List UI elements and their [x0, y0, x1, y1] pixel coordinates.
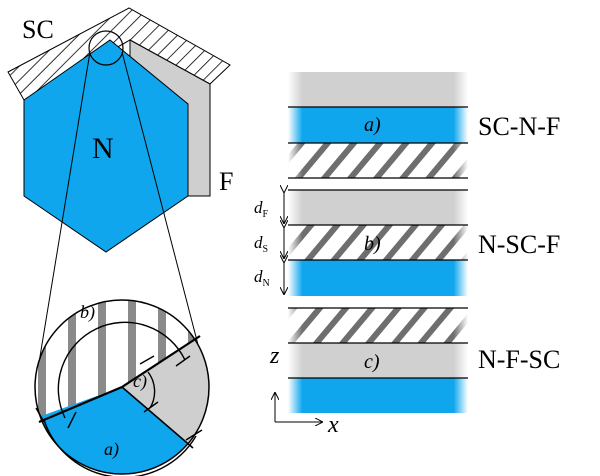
n-f-interface: [121, 386, 194, 449]
zoom-label-a: a): [104, 439, 119, 460]
stack-c-layer-label: c): [364, 351, 380, 373]
stack-c-name: N-F-SC: [478, 345, 560, 374]
sc-f-interface: [121, 335, 201, 388]
thickness-dN: dN: [254, 267, 270, 289]
stack-c-f-layer: [288, 343, 468, 378]
zoom-source-circle: [88, 30, 124, 66]
stack-b-f-layer: [288, 190, 468, 225]
zoom-label-c: c): [133, 371, 147, 392]
stack-b-name: N-SC-F: [478, 230, 560, 259]
axes: z x: [269, 343, 339, 438]
thickness-dF: dF: [254, 198, 269, 220]
zoom-label-b: b): [80, 302, 95, 323]
arc-b: [57, 321, 186, 419]
sc-label: SC: [22, 15, 54, 44]
sc-n-interface: [38, 385, 123, 424]
n-label: N: [92, 132, 114, 165]
stack-a-name: SC-N-F: [478, 112, 560, 141]
stack-a-f-layer: [288, 72, 468, 107]
x-axis-label: x: [327, 412, 339, 438]
zoom-projection-lines: [34, 51, 210, 388]
f-label: F: [219, 167, 233, 196]
zoom-circle: a) b) c): [34, 299, 210, 476]
crystal-grain: SC N F: [7, 7, 233, 253]
normal-metal-hexagon: [23, 39, 189, 253]
stack-c-n-layer: [288, 378, 468, 413]
stack-c: c) N-F-SC: [288, 307, 560, 413]
zoom-circle-outline: [34, 299, 210, 475]
arc-c: [147, 371, 156, 409]
stack-a-layer-label: a): [364, 114, 381, 136]
stack-a-n-layer: [288, 107, 468, 143]
thickness-dS: dS: [254, 233, 268, 255]
stack-b: b) N-SC-F dF dS dN: [254, 190, 560, 296]
z-axis-label: z: [269, 343, 280, 369]
stack-b-n-layer: [288, 260, 468, 296]
stack-b-layer-label: b): [364, 233, 381, 255]
stack-a: a) SC-N-F: [288, 72, 560, 179]
